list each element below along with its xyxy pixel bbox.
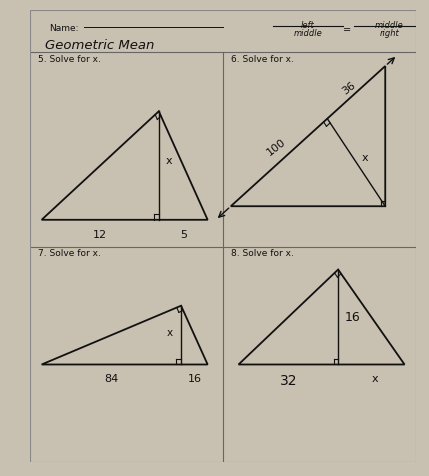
Text: middle: middle — [293, 29, 323, 38]
Text: 32: 32 — [280, 375, 297, 388]
Text: 5. Solve for x.: 5. Solve for x. — [38, 55, 101, 64]
Text: x: x — [362, 153, 369, 163]
Text: 6. Solve for x.: 6. Solve for x. — [231, 55, 294, 64]
Text: Geometric Mean: Geometric Mean — [45, 39, 155, 52]
Text: =: = — [343, 25, 350, 35]
Text: 36: 36 — [341, 79, 358, 96]
Text: left: left — [301, 21, 315, 30]
Text: 7. Solve for x.: 7. Solve for x. — [38, 249, 101, 258]
Text: right: right — [379, 29, 399, 38]
Text: 100: 100 — [266, 136, 288, 157]
Text: Name:: Name: — [49, 24, 79, 33]
Text: x: x — [166, 156, 172, 166]
Text: x: x — [372, 375, 378, 385]
Text: 8. Solve for x.: 8. Solve for x. — [231, 249, 294, 258]
Text: middle: middle — [375, 21, 404, 30]
Text: 5: 5 — [180, 230, 187, 240]
Text: 12: 12 — [93, 230, 107, 240]
Text: 16: 16 — [345, 310, 361, 324]
Text: 16: 16 — [187, 375, 201, 385]
Text: 84: 84 — [104, 375, 118, 385]
Text: x: x — [166, 328, 172, 338]
